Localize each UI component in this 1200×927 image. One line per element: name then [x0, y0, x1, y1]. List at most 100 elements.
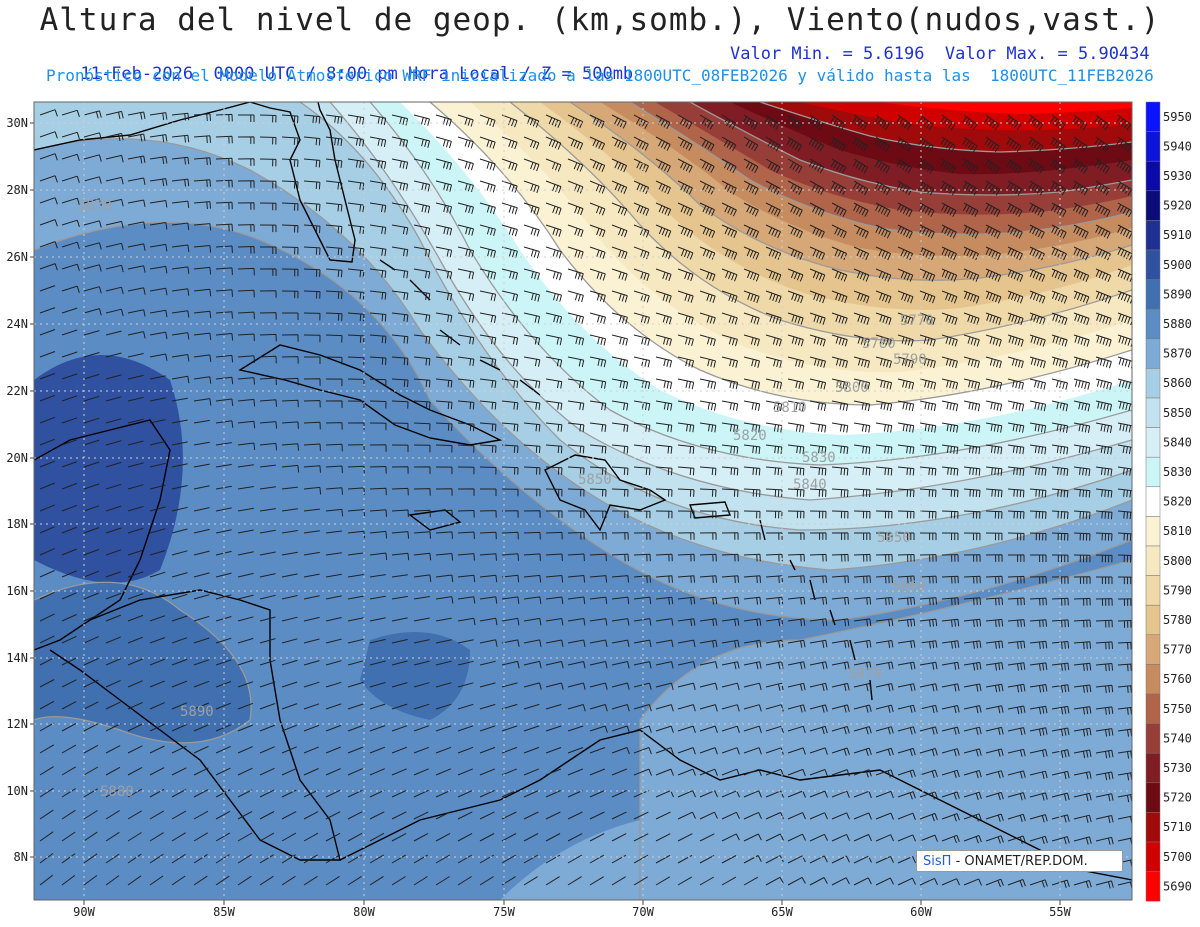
- wind-barb: [655, 356, 673, 368]
- wind-barb: [919, 466, 937, 476]
- lon-label: 90W: [73, 905, 95, 919]
- wind-barb: [303, 875, 318, 886]
- wind-barb: [963, 356, 980, 369]
- wind-barb: [1007, 466, 1025, 476]
- wind-barb: [611, 444, 629, 454]
- colorbar-swatch: [1145, 812, 1161, 843]
- wind-barb: [413, 202, 431, 214]
- wind-barb: [1030, 554, 1047, 562]
- wind-barb: [325, 768, 341, 776]
- wind-barb: [787, 290, 804, 304]
- wind-barb: [83, 853, 98, 864]
- wind-barb: [765, 422, 783, 433]
- wind-barb: [325, 660, 342, 666]
- colorbar-swatch: [1145, 131, 1161, 162]
- wind-barb: [369, 660, 386, 666]
- wind-barb: [39, 613, 55, 622]
- wind-barb: [303, 290, 321, 299]
- wind-barb: [501, 400, 519, 410]
- wind-barb: [303, 681, 320, 688]
- wind-barb: [611, 136, 627, 151]
- wind-barb: [149, 550, 166, 556]
- colorbar-label: 5710: [1163, 820, 1192, 834]
- wind-barb: [1007, 246, 1023, 261]
- colorbar-swatch: [1145, 516, 1161, 547]
- wind-barb: [457, 202, 474, 215]
- wind-barb: [963, 444, 981, 455]
- wind-barb: [985, 770, 1004, 779]
- wind-barb: [941, 683, 960, 692]
- wind-barb: [435, 158, 452, 171]
- wind-barb: [677, 114, 693, 130]
- wind-barb: [127, 571, 144, 578]
- wind-barb: [127, 701, 143, 710]
- wind-barb: [765, 378, 783, 390]
- wind-barb: [105, 745, 121, 754]
- wind-barb: [259, 268, 277, 276]
- wind-barb: [1051, 597, 1069, 606]
- wind-barb: [1050, 136, 1066, 153]
- wind-barb: [1007, 640, 1026, 649]
- wind-barb: [699, 356, 716, 368]
- wind-barb: [830, 136, 846, 152]
- lon-label: 65W: [771, 905, 793, 919]
- wind-barb: [413, 290, 431, 301]
- wind-barb: [633, 290, 650, 303]
- wind-barb: [677, 596, 696, 605]
- wind-barb: [171, 222, 190, 231]
- wind-barb: [457, 832, 473, 842]
- wind-barb: [39, 131, 58, 139]
- wind-barb: [897, 444, 915, 455]
- wind-barb: [831, 466, 849, 476]
- wind-barb: [589, 466, 607, 476]
- wind-barb: [501, 660, 520, 669]
- wind-barb: [567, 747, 584, 754]
- wind-barb: [501, 596, 520, 604]
- wind-barb: [545, 224, 562, 237]
- wind-barb: [193, 875, 208, 886]
- wind-barb: [721, 790, 740, 798]
- lon-label: 75W: [493, 905, 515, 919]
- wind-barb: [809, 510, 827, 519]
- wind-barb: [567, 833, 583, 842]
- wind-barb: [567, 290, 584, 303]
- wind-barb: [589, 356, 607, 368]
- wind-barb: [281, 334, 299, 342]
- wind-barb: [303, 486, 322, 495]
- wind-barb: [985, 813, 1004, 822]
- wind-barb: [677, 290, 694, 303]
- wind-barb: [435, 574, 454, 583]
- wind-barb: [369, 114, 387, 126]
- wind-barb: [303, 246, 321, 255]
- wind-barb: [259, 832, 275, 842]
- wind-barb: [721, 136, 737, 152]
- wind-barb: [1117, 750, 1132, 759]
- wind-barb: [853, 661, 872, 670]
- colorbar-label: 5930: [1163, 169, 1192, 183]
- wind-barb: [787, 246, 804, 261]
- wind-barb: [875, 312, 892, 325]
- wind-barb: [325, 400, 343, 408]
- wind-barb: [963, 290, 980, 304]
- wind-barb: [655, 180, 671, 195]
- wind-barb: [457, 268, 475, 280]
- wind-barb: [281, 464, 300, 473]
- wind-barb: [545, 682, 564, 690]
- wind-barb: [171, 134, 190, 143]
- wind-barb: [215, 659, 232, 666]
- wind-barb: [479, 746, 496, 754]
- wind-barb: [1073, 814, 1092, 823]
- wind-barb: [874, 136, 890, 152]
- wind-barb: [1073, 378, 1090, 390]
- wind-barb: [545, 378, 563, 389]
- longitude-labels: 90W 85W 80W 75W 70W 65W 60W 55W: [73, 905, 1071, 919]
- wind-barb: [941, 640, 960, 649]
- contour-label: 5780: [862, 336, 896, 352]
- colorbar-swatch: [1145, 634, 1161, 665]
- wind-barb: [984, 158, 1000, 174]
- wind-barb: [325, 202, 343, 212]
- wind-barb: [83, 461, 100, 468]
- wind-barb: [260, 246, 277, 254]
- wind-barb: [853, 488, 871, 498]
- wind-barb: [127, 111, 146, 120]
